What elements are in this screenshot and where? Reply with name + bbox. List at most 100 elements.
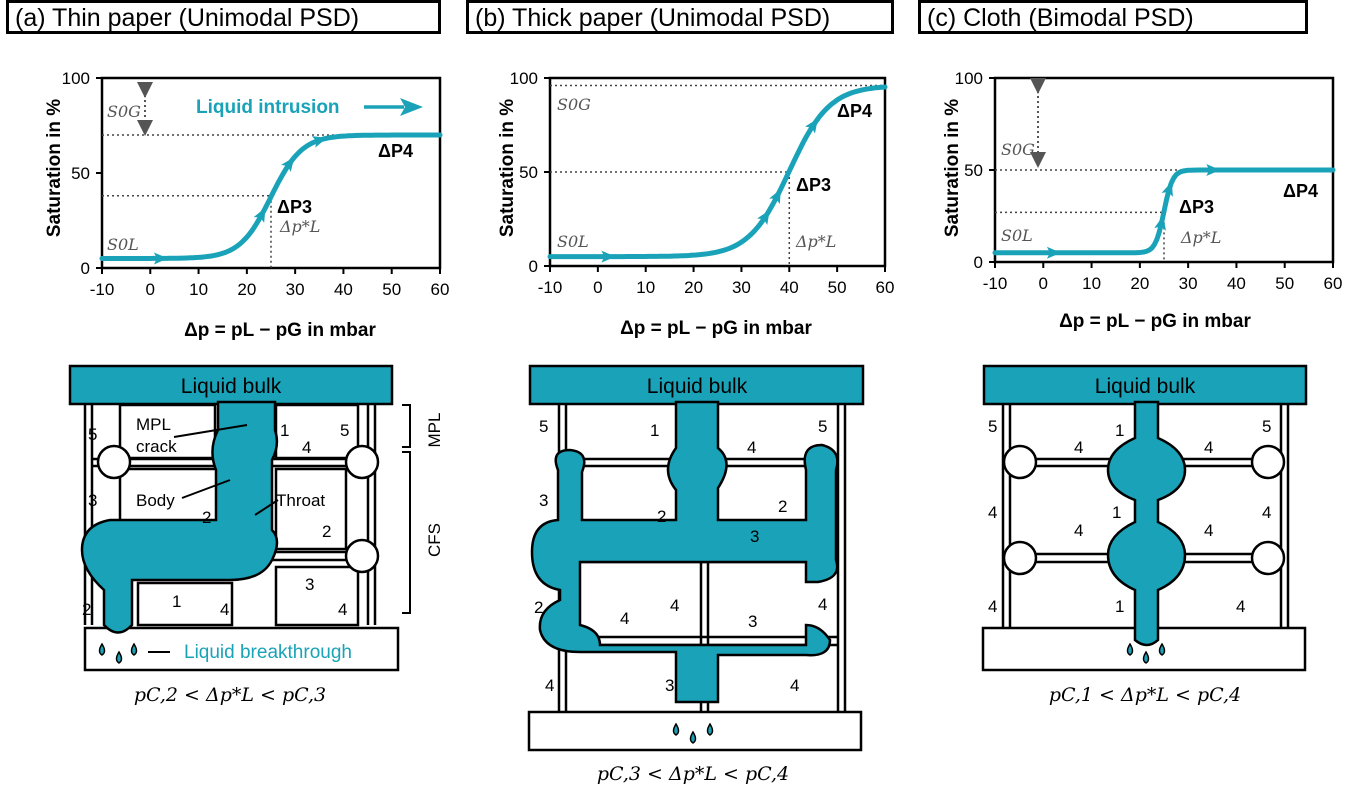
diagram-c-num: 1: [1115, 421, 1124, 440]
chart-a-xtick-label: 0: [146, 280, 155, 299]
chart-c-xtick-label: 30: [1179, 274, 1198, 293]
panel-a-title: (a) Thin paper (Unimodal PSD): [6, 0, 441, 34]
chart-a-dp-label: Δp*L: [279, 217, 320, 236]
chart-b-ytick-label: 0: [529, 257, 538, 276]
chart-c-xtick-label: -10: [983, 274, 1008, 293]
chart-b-curve-arrow: [769, 188, 781, 205]
diagram-a-outlet: [83, 626, 400, 672]
diagram-a-num: 1: [280, 421, 289, 440]
chart-b-curve-arrow: [601, 250, 616, 263]
chart-a-curve-arrow: [281, 157, 295, 172]
chart-c-curve-arrow: [1046, 246, 1061, 259]
chart-b-xtick-label: 10: [636, 278, 655, 297]
chart-a-xtick-label: 50: [382, 280, 401, 299]
chart-b-xtick-label: 30: [732, 278, 751, 297]
diagram-a-num: 4: [220, 600, 229, 619]
diagram-a-num: 2: [322, 522, 331, 541]
diagram-a-crack-label: crack: [136, 437, 177, 456]
diagram-c-bulk: [982, 364, 1308, 406]
chart-c-dp-label: Δp*L: [1180, 228, 1221, 247]
chart-a-ylabel: Saturation in %: [44, 99, 65, 237]
diagram-a-num: 5: [88, 425, 97, 444]
diagram-b-bulk: [528, 364, 865, 406]
chart-c-curve-arrow: [1206, 164, 1221, 176]
diagram-a-inequality: pC,2 < Δp*L < pC,3: [134, 684, 326, 706]
chart-c-xtick-label: 0: [1039, 274, 1048, 293]
chart-a-ytick-label: 100: [62, 69, 90, 88]
diagram-b-num: 5: [539, 417, 548, 436]
chart-b-sl-label: S0L: [557, 232, 589, 251]
diagram-c-num: 1: [1112, 503, 1121, 522]
chart-c-xlabel: Δp = pL − pG in mbar: [1059, 311, 1251, 332]
diagram-a-num: 2: [82, 600, 91, 619]
diagram-a-num: 4: [302, 438, 311, 457]
chart-a-sg-label: S0G: [107, 102, 141, 121]
chart-b-ylabel: Saturation in %: [497, 99, 518, 237]
diagram-c-num: 4: [1204, 521, 1213, 540]
diagram-b-liquid: [530, 400, 839, 704]
chart-a-ytick-label: 50: [71, 164, 90, 183]
chart-b-ytick-label: 100: [510, 69, 538, 88]
chart-a-sl-label: S0L: [107, 235, 139, 254]
chart-a-p3-label: ΔP3: [277, 197, 312, 217]
diagram-a-bulk-label: Liquid bulk: [181, 375, 282, 398]
chart-a-xtick-label: 20: [237, 280, 256, 299]
chart-c-sl-label: S0L: [1001, 226, 1033, 245]
chart-c-ytick-label: 100: [955, 69, 983, 88]
chart-b-p3-label: ΔP3: [796, 175, 831, 195]
diagram-b-num: 4: [818, 595, 827, 614]
diagram-b: Liquid bulk 5 1 4 5 3 2 2 3 2 4 3 4 4 3 …: [527, 364, 865, 785]
diagram-c-num: 1: [1115, 597, 1124, 616]
diagram-c-num: 4: [988, 503, 997, 522]
chart-c-curve-arrow: [1154, 215, 1166, 231]
chart-a-xtick-label: 10: [189, 280, 208, 299]
diagram-a-mpl-label: MPL: [425, 413, 444, 448]
chart-b-xlabel: Δp = pL − pG in mbar: [620, 318, 812, 339]
chart-a-xlabel: Δp = pL − pG in mbar: [184, 320, 376, 341]
chart-c-xtick-label: 50: [1275, 274, 1294, 293]
diagram-c-inequality: pC,1 < Δp*L < pC,4: [1049, 684, 1241, 706]
chart-a-xtick-label: 60: [431, 280, 450, 299]
panel-b-title: (b) Thick paper (Unimodal PSD): [466, 0, 894, 34]
diagram-c-num: 5: [1262, 417, 1271, 436]
diagram-c-num: 4: [1074, 521, 1083, 540]
diagram-a: Liquid bulk Liquid breakthrough MPL crac…: [68, 364, 444, 706]
chart-c-xtick-label: 40: [1227, 274, 1246, 293]
chart-a-p4-label: ΔP4: [378, 141, 413, 161]
diagram-b-num: 4: [790, 676, 799, 695]
chart-a-intrusion-label: Liquid intrusion: [196, 97, 340, 118]
chart-a-xtick-label: -10: [90, 280, 115, 299]
chart-c-sg-label: S0G: [1001, 140, 1035, 159]
chart-a-xtick-label: 30: [286, 280, 305, 299]
chart-b-xtick-label: 40: [780, 278, 799, 297]
chart-a-curve-arrow: [253, 207, 266, 223]
diagram-c-liquid: [1106, 400, 1187, 647]
diagram-b-num: 5: [818, 417, 827, 436]
chart-c-curve-arrow: [1161, 181, 1173, 197]
chart-c-xtick-label: 20: [1130, 274, 1149, 293]
diagram-c-num: 4: [1236, 597, 1245, 616]
chart-b-sg-label: S0G: [557, 95, 591, 114]
chart-b-xtick-label: 60: [876, 278, 895, 297]
diagram-b-num: 4: [670, 596, 679, 615]
diagram-c-num: 5: [988, 417, 997, 436]
diagram-b-num: 4: [747, 438, 756, 457]
chart-a-intrusion-arrowhead: [400, 98, 423, 116]
chart-c-xtick-label: 60: [1324, 274, 1343, 293]
diagram-b-outlet: [527, 710, 863, 752]
diagram-b-inequality: pC,3 < Δp*L < pC,4: [597, 763, 789, 785]
diagram-a-num: 4: [338, 600, 347, 619]
chart-c-ytick-label: 0: [974, 253, 983, 272]
diagram-c-num: 4: [1262, 503, 1271, 522]
chart-a-curve-arrow: [311, 136, 327, 148]
diagram-b-num: 3: [750, 527, 759, 546]
diagram-b-num: 2: [778, 497, 787, 516]
diagram-b-num: 3: [748, 612, 757, 631]
diagram-a-num: 2: [202, 508, 211, 527]
chart-c-ytick-label: 50: [964, 161, 983, 180]
diagram-c-num: 4: [988, 597, 997, 616]
diagram-b-num: 3: [539, 491, 548, 510]
diagram-b-num: 1: [650, 421, 659, 440]
